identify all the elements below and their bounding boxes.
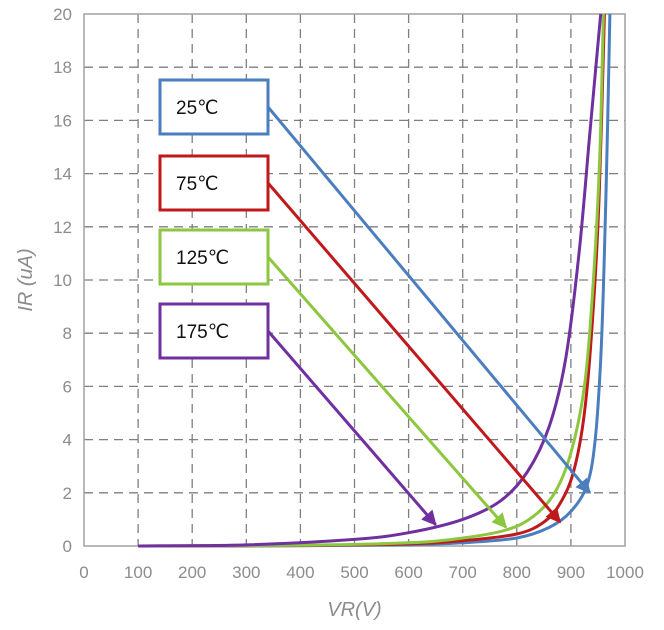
axis-ticks: 0 100 200 300 400 500 600 700 800 900 1000 0 2 4 6 8 10 1… (53, 5, 644, 582)
x-tick-label: 600 (394, 563, 422, 582)
series-line-3 (138, 13, 603, 548)
x-tick-label: 0 (79, 563, 88, 582)
series-label: 75℃ (176, 174, 218, 195)
x-tick-label: 900 (557, 563, 585, 582)
x-tick-label: 500 (340, 563, 368, 582)
series-label-box (158, 302, 270, 360)
series-arrow (266, 330, 437, 526)
x-tick-label: 700 (449, 563, 477, 582)
series-arrow (266, 256, 508, 529)
y-tick-label: 4 (63, 431, 72, 450)
y-tick-label: 14 (53, 165, 72, 184)
x-tick-label: 200 (178, 563, 206, 582)
series-line-2 (138, 13, 605, 548)
x-tick-label: 100 (124, 563, 152, 582)
series-label-box (158, 78, 270, 136)
x-tick-label: 400 (286, 563, 314, 582)
series-label: 125℃ (176, 248, 229, 269)
x-tick-label: 300 (232, 563, 260, 582)
series-label: 175℃ (176, 322, 229, 343)
arrows (266, 106, 591, 529)
x-tick-label: 1000 (606, 563, 644, 582)
y-tick-label: 2 (63, 484, 72, 503)
series-arrow (266, 182, 562, 524)
x-tick-label: 800 (503, 563, 531, 582)
y-tick-label: 10 (53, 271, 72, 290)
y-tick-label: 16 (53, 111, 72, 130)
series-label-box (158, 228, 270, 286)
y-axis-title: IR (uA) (15, 248, 37, 311)
series-label-box (158, 154, 270, 212)
x-axis-title: VR(V) (327, 599, 381, 621)
y-tick-label: 12 (53, 218, 72, 237)
y-tick-label: 18 (53, 58, 72, 77)
series-labels: 25℃ 75℃ 125℃ 175℃ (158, 78, 270, 360)
y-tick-label: 20 (53, 5, 72, 24)
y-tick-label: 0 (63, 537, 72, 556)
series-label: 25℃ (176, 98, 218, 119)
y-tick-label: 6 (63, 377, 72, 396)
series-arrow (266, 106, 591, 494)
y-tick-label: 8 (63, 324, 72, 343)
